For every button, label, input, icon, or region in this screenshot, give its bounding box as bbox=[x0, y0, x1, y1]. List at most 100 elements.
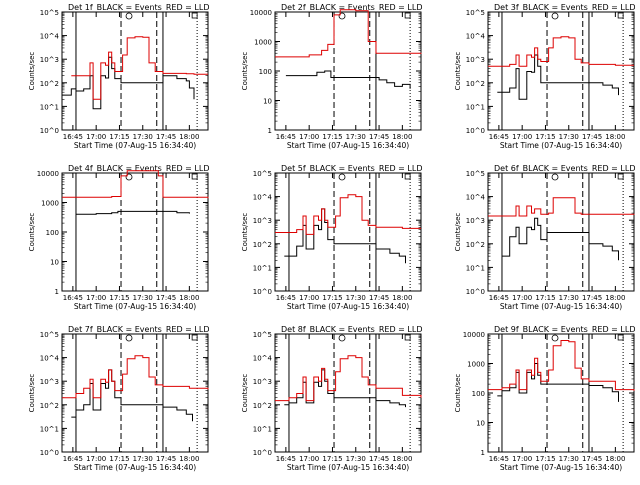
y-tick-label: 10^3 bbox=[253, 378, 272, 386]
x-tick-label: 17:30 bbox=[133, 133, 153, 141]
series-line-events bbox=[285, 70, 411, 89]
y-tick-label: 10^1 bbox=[466, 103, 485, 111]
x-tick-label: 17:00 bbox=[512, 133, 532, 141]
x-tick-label: 17:45 bbox=[582, 133, 602, 141]
y-axis-label: Counts/sec bbox=[241, 213, 249, 252]
detector-label: Det 5f bbox=[281, 164, 306, 173]
y-tick-label: 10^4 bbox=[253, 194, 273, 202]
panel-title: Det 1f BLACK = Events RED = LLD bbox=[68, 3, 209, 12]
x-tick-label: 18:00 bbox=[392, 294, 412, 302]
panel-title: Det 9f BLACK = Events RED = LLD bbox=[494, 325, 635, 334]
series-line-lld bbox=[62, 170, 209, 199]
x-axis-label: Start Time (07-Aug-15 16:34:40) bbox=[74, 141, 196, 150]
panel-title: Det 8f BLACK = Events RED = LLD bbox=[281, 325, 422, 334]
y-tick-label: 10^3 bbox=[253, 217, 272, 225]
x-axis-label: Start Time (07-Aug-15 16:34:40) bbox=[74, 463, 196, 472]
marker-circle bbox=[338, 334, 346, 342]
legend-events: BLACK = Events bbox=[523, 325, 588, 334]
y-tick-label: 10^4 bbox=[253, 355, 273, 363]
x-tick-label: 17:15 bbox=[109, 455, 129, 463]
x-tick-label: 17:45 bbox=[156, 294, 176, 302]
y-tick-label: 10^5 bbox=[253, 331, 272, 339]
x-tick-label: 18:00 bbox=[392, 133, 412, 141]
y-tick-label: 10 bbox=[263, 98, 272, 106]
y-tick-label: 10^1 bbox=[40, 425, 59, 433]
series-line-events bbox=[497, 363, 619, 402]
y-tick-label: 10^1 bbox=[40, 103, 59, 111]
series-line-events bbox=[502, 217, 619, 261]
x-axis-label: Start Time (07-Aug-15 16:34:40) bbox=[287, 463, 409, 472]
series-line-lld bbox=[488, 36, 634, 67]
x-tick-label: 17:00 bbox=[299, 455, 319, 463]
y-tick-label: 10000 bbox=[250, 9, 272, 17]
x-tick-label: 18:00 bbox=[179, 455, 199, 463]
y-tick-label: 1000 bbox=[467, 361, 485, 369]
y-axis-label: Counts/sec bbox=[28, 52, 36, 91]
x-tick-label: 17:30 bbox=[559, 294, 579, 302]
panel-det-4: Det 4f BLACK = Events RED = LLD 1 10 100 1000 1… bbox=[28, 164, 209, 311]
panel-title: Det 2f BLACK = Events RED = LLD bbox=[281, 3, 422, 12]
panel-title: Det 4f BLACK = Events RED = LLD bbox=[68, 164, 209, 173]
x-tick-label: 17:00 bbox=[86, 455, 106, 463]
x-tick-label: 17:30 bbox=[346, 455, 366, 463]
x-tick-label: 16:45 bbox=[276, 455, 296, 463]
legend-events: BLACK = Events bbox=[310, 325, 375, 334]
x-tick-label: 17:00 bbox=[299, 294, 319, 302]
x-tick-label: 17:30 bbox=[133, 455, 153, 463]
plot-frame bbox=[274, 11, 422, 131]
x-tick-label: 17:45 bbox=[582, 455, 602, 463]
x-tick-label: 17:45 bbox=[582, 294, 602, 302]
panel-title: Det 7f BLACK = Events RED = LLD bbox=[68, 325, 209, 334]
marker-square bbox=[404, 12, 411, 19]
x-tick-label: 16:45 bbox=[489, 294, 509, 302]
x-tick-label: 16:45 bbox=[63, 133, 83, 141]
legend-lld: RED = LLD bbox=[379, 164, 423, 173]
legend-events: BLACK = Events bbox=[523, 164, 588, 173]
x-tick-label: 17:15 bbox=[109, 133, 129, 141]
y-axis-label: Counts/sec bbox=[28, 374, 36, 413]
panel-det-7: Det 7f BLACK = Events RED = LLD 10^0 10^1 10^… bbox=[28, 325, 209, 472]
series-line-events bbox=[62, 56, 195, 110]
x-tick-label: 17:15 bbox=[322, 294, 342, 302]
panel-det-8: Det 8f BLACK = Events RED = LLD 10^0 10^1 10^… bbox=[241, 325, 422, 472]
plot-frame bbox=[61, 333, 209, 453]
x-tick-label: 17:30 bbox=[346, 294, 366, 302]
marker-square bbox=[617, 12, 624, 19]
legend-events: BLACK = Events bbox=[310, 3, 375, 12]
series-line-events bbox=[71, 369, 193, 422]
y-tick-label: 100 bbox=[472, 390, 485, 398]
x-tick-label: 17:45 bbox=[369, 133, 389, 141]
y-axis-label: Counts/sec bbox=[241, 52, 249, 91]
panel-det-5: Det 5f BLACK = Events RED = LLD 10^0 10^1 10^… bbox=[241, 164, 422, 311]
legend-lld: RED = LLD bbox=[166, 3, 210, 12]
detector-label: Det 2f bbox=[281, 3, 306, 12]
panel-title: Det 5f BLACK = Events RED = LLD bbox=[281, 164, 422, 173]
y-axis-label: Counts/sec bbox=[454, 374, 462, 413]
marker-square bbox=[404, 173, 411, 180]
y-tick-label: 1000 bbox=[254, 39, 272, 47]
panel-det-3: Det 3f BLACK = Events RED = LLD 10^0 10^1 10^… bbox=[454, 3, 635, 150]
series-line-lld bbox=[275, 355, 422, 402]
marker-square bbox=[617, 334, 624, 341]
legend-events: BLACK = Events bbox=[310, 164, 375, 173]
plot-frame bbox=[61, 11, 209, 131]
plot-frame bbox=[274, 333, 422, 453]
detector-label: Det 6f bbox=[494, 164, 519, 173]
x-tick-label: 17:15 bbox=[322, 133, 342, 141]
y-tick-label: 10^0 bbox=[40, 127, 59, 135]
series-line-lld bbox=[71, 36, 208, 100]
y-axis-label: Counts/sec bbox=[454, 213, 462, 252]
series-line-lld bbox=[488, 340, 635, 391]
x-tick-label: 18:00 bbox=[605, 133, 625, 141]
x-tick-label: 18:00 bbox=[605, 455, 625, 463]
x-axis-label: Start Time (07-Aug-15 16:34:40) bbox=[500, 302, 622, 311]
detector-label: Det 3f bbox=[494, 3, 519, 12]
marker-circle bbox=[125, 12, 133, 20]
detector-label: Det 8f bbox=[281, 325, 306, 334]
x-axis-label: Start Time (07-Aug-15 16:34:40) bbox=[287, 141, 409, 150]
x-tick-label: 17:30 bbox=[346, 133, 366, 141]
panel-det-1: Det 1f BLACK = Events RED = LLD 10^0 10^1 10^… bbox=[28, 3, 209, 150]
y-axis-label: Counts/sec bbox=[28, 213, 36, 252]
y-tick-label: 1 bbox=[55, 288, 59, 296]
